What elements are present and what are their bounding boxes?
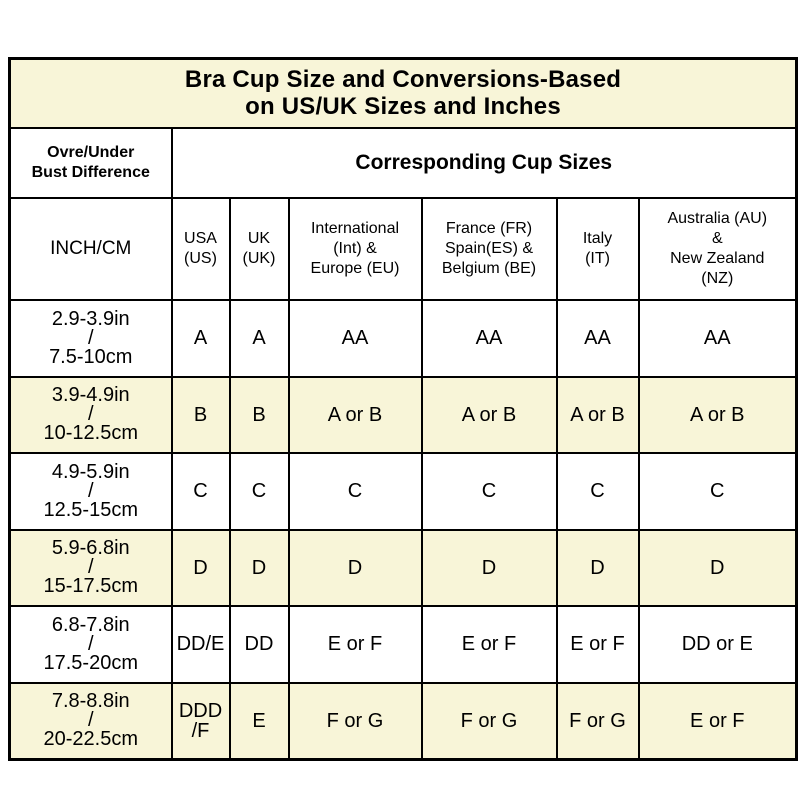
cell-range: 2.9-3.9in / 7.5-10cm	[8, 299, 173, 378]
cell-usa: A	[170, 299, 231, 378]
cell-int-eu: E or F	[287, 605, 423, 684]
cell-usa: C	[170, 452, 231, 531]
column-header-uk: UK (UK)	[228, 197, 290, 301]
cell-uk: D	[228, 528, 290, 607]
table-title-row: Bra Cup Size and Conversions-Based on US…	[8, 57, 798, 129]
cell-au-nz: E or F	[637, 681, 798, 761]
bra-cup-conversion-table: Bra Cup Size and Conversions-Based on US…	[8, 57, 799, 761]
cell-range: 4.9-5.9in / 12.5-15cm	[8, 452, 173, 531]
cell-int-eu: D	[287, 528, 423, 607]
cell-italy: A or B	[555, 375, 640, 454]
cell-fr-es-be: A or B	[420, 375, 558, 454]
table-column-header-row: INCH/CM USA (US) UK (UK) International (…	[8, 197, 798, 301]
cell-au-nz: D	[637, 528, 798, 607]
table-row: 3.9-4.9in / 10-12.5cm B B A or B A or B …	[8, 375, 798, 454]
cell-int-eu: AA	[287, 299, 423, 378]
column-header-australia-new-zealand: Australia (AU) & New Zealand (NZ)	[637, 197, 798, 301]
page-title: Bra Cup Size and Conversions-Based on US…	[8, 57, 798, 129]
header-corresponding-cup-sizes: Corresponding Cup Sizes	[170, 127, 798, 199]
cell-fr-es-be: C	[420, 452, 558, 531]
cell-uk: B	[228, 375, 290, 454]
column-header-italy: Italy (IT)	[555, 197, 640, 301]
column-header-usa: USA (US)	[170, 197, 231, 301]
table-row: 5.9-6.8in / 15-17.5cm D D D D D D	[8, 528, 798, 607]
cell-italy: C	[555, 452, 640, 531]
cell-range: 7.8-8.8in / 20-22.5cm	[8, 681, 173, 761]
cell-italy: AA	[555, 299, 640, 378]
cell-italy: F or G	[555, 681, 640, 761]
cell-au-nz: DD or E	[637, 605, 798, 684]
cell-int-eu: A or B	[287, 375, 423, 454]
cell-usa: DD/E	[170, 605, 231, 684]
cell-range: 5.9-6.8in / 15-17.5cm	[8, 528, 173, 607]
cell-usa: B	[170, 375, 231, 454]
table-row: 6.8-7.8in / 17.5-20cm DD/E DD E or F E o…	[8, 605, 798, 684]
cell-italy: E or F	[555, 605, 640, 684]
cell-fr-es-be: F or G	[420, 681, 558, 761]
column-header-inch-cm: INCH/CM	[8, 197, 173, 301]
cell-uk: C	[228, 452, 290, 531]
column-header-france-spain-belgium: France (FR) Spain(ES) & Belgium (BE)	[420, 197, 558, 301]
table-row: 2.9-3.9in / 7.5-10cm A A AA AA AA AA	[8, 299, 798, 378]
table-group-header-row: Ovre/Under Bust Difference Corresponding…	[8, 127, 798, 199]
cell-fr-es-be: D	[420, 528, 558, 607]
cell-au-nz: C	[637, 452, 798, 531]
cell-uk: A	[228, 299, 290, 378]
cell-usa: D	[170, 528, 231, 607]
cell-usa: DDD /F	[170, 681, 231, 761]
cell-range: 3.9-4.9in / 10-12.5cm	[8, 375, 173, 454]
header-bust-difference: Ovre/Under Bust Difference	[8, 127, 173, 199]
column-header-international-europe: International (Int) & Europe (EU)	[287, 197, 423, 301]
cell-fr-es-be: AA	[420, 299, 558, 378]
cell-int-eu: C	[287, 452, 423, 531]
cell-au-nz: AA	[637, 299, 798, 378]
cell-fr-es-be: E or F	[420, 605, 558, 684]
cell-uk: E	[228, 681, 290, 761]
table-row: 4.9-5.9in / 12.5-15cm C C C C C C	[8, 452, 798, 531]
cell-range: 6.8-7.8in / 17.5-20cm	[8, 605, 173, 684]
cell-italy: D	[555, 528, 640, 607]
cell-au-nz: A or B	[637, 375, 798, 454]
cell-uk: DD	[228, 605, 290, 684]
cell-int-eu: F or G	[287, 681, 423, 761]
table-row: 7.8-8.8in / 20-22.5cm DDD /F E F or G F …	[8, 681, 798, 761]
